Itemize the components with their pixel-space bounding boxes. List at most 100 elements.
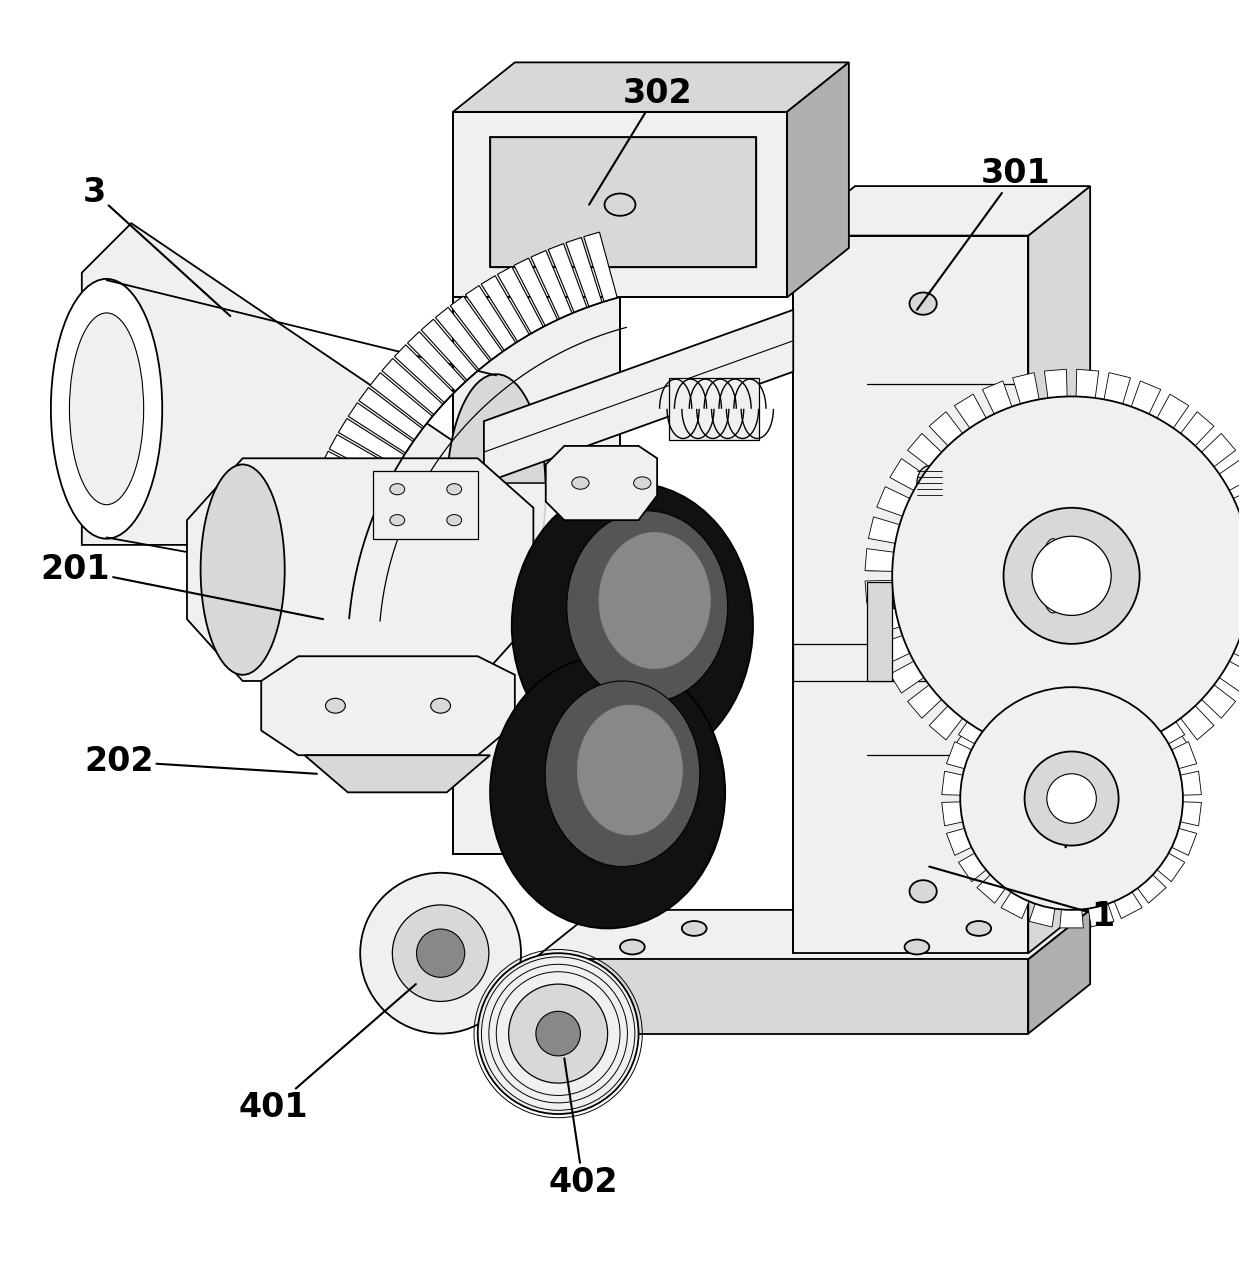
Polygon shape — [1013, 373, 1039, 404]
Polygon shape — [290, 539, 360, 570]
Ellipse shape — [446, 514, 461, 525]
Circle shape — [893, 397, 1240, 755]
Polygon shape — [1044, 369, 1068, 398]
Polygon shape — [1137, 693, 1166, 722]
Polygon shape — [533, 909, 1090, 960]
Polygon shape — [348, 403, 413, 453]
Polygon shape — [929, 706, 962, 740]
Polygon shape — [946, 829, 971, 855]
Polygon shape — [453, 112, 787, 298]
Polygon shape — [955, 394, 986, 428]
Polygon shape — [305, 755, 490, 792]
Polygon shape — [1044, 754, 1068, 782]
Ellipse shape — [512, 482, 753, 768]
Polygon shape — [941, 802, 962, 826]
Polygon shape — [286, 557, 356, 586]
Polygon shape — [1172, 829, 1197, 855]
Text: 202: 202 — [84, 745, 317, 778]
Polygon shape — [515, 258, 558, 326]
Polygon shape — [1104, 373, 1131, 404]
Polygon shape — [187, 458, 533, 681]
Polygon shape — [929, 412, 962, 446]
Polygon shape — [370, 373, 433, 427]
Polygon shape — [481, 275, 529, 342]
Polygon shape — [295, 522, 365, 554]
Polygon shape — [977, 693, 1006, 722]
Polygon shape — [1001, 892, 1029, 918]
Polygon shape — [866, 580, 894, 602]
Polygon shape — [1234, 635, 1240, 666]
Polygon shape — [1029, 671, 1055, 693]
Polygon shape — [1029, 904, 1055, 927]
Ellipse shape — [51, 279, 162, 539]
Text: 201: 201 — [41, 553, 324, 619]
Ellipse shape — [201, 465, 285, 674]
Polygon shape — [908, 433, 941, 467]
Ellipse shape — [578, 705, 682, 835]
Text: 3: 3 — [83, 176, 231, 316]
Polygon shape — [1076, 754, 1099, 782]
Polygon shape — [435, 307, 490, 370]
Ellipse shape — [546, 681, 699, 866]
Ellipse shape — [326, 698, 345, 714]
Polygon shape — [887, 601, 904, 619]
Text: 401: 401 — [239, 984, 415, 1124]
Polygon shape — [565, 237, 601, 307]
Polygon shape — [497, 266, 543, 333]
Polygon shape — [450, 296, 502, 360]
Circle shape — [536, 1012, 580, 1056]
Ellipse shape — [446, 374, 546, 609]
Polygon shape — [1028, 186, 1090, 954]
Polygon shape — [372, 471, 477, 539]
Polygon shape — [1180, 706, 1214, 740]
Ellipse shape — [490, 657, 725, 928]
Polygon shape — [982, 381, 1012, 414]
Polygon shape — [1180, 412, 1214, 446]
Text: 1: 1 — [929, 866, 1114, 932]
Ellipse shape — [572, 477, 589, 489]
Ellipse shape — [446, 484, 461, 495]
Polygon shape — [408, 332, 465, 392]
Polygon shape — [877, 635, 910, 666]
Polygon shape — [977, 875, 1006, 903]
Polygon shape — [1180, 772, 1202, 796]
Polygon shape — [306, 485, 376, 524]
Ellipse shape — [605, 193, 635, 216]
Ellipse shape — [909, 293, 936, 314]
Polygon shape — [533, 960, 1028, 1033]
Polygon shape — [1234, 486, 1240, 517]
Text: 302: 302 — [589, 77, 692, 205]
Polygon shape — [866, 548, 894, 571]
Polygon shape — [868, 582, 893, 681]
Polygon shape — [1089, 904, 1114, 927]
Circle shape — [1032, 537, 1111, 615]
Polygon shape — [890, 662, 924, 693]
Polygon shape — [321, 451, 388, 495]
Polygon shape — [670, 378, 759, 440]
Ellipse shape — [69, 313, 144, 505]
Polygon shape — [1060, 669, 1084, 687]
Polygon shape — [1137, 875, 1166, 903]
Polygon shape — [1040, 533, 1065, 619]
Polygon shape — [877, 486, 910, 517]
Ellipse shape — [682, 921, 707, 936]
Ellipse shape — [430, 698, 450, 714]
Polygon shape — [794, 236, 1028, 954]
Polygon shape — [890, 458, 924, 490]
Ellipse shape — [389, 484, 404, 495]
Circle shape — [1047, 774, 1096, 823]
Circle shape — [392, 904, 489, 1002]
Polygon shape — [281, 595, 351, 618]
Ellipse shape — [389, 514, 404, 525]
Polygon shape — [314, 469, 382, 509]
Polygon shape — [941, 772, 962, 796]
Polygon shape — [422, 320, 477, 380]
Polygon shape — [1076, 369, 1099, 398]
Polygon shape — [490, 136, 756, 266]
Ellipse shape — [966, 921, 991, 936]
Polygon shape — [1172, 741, 1197, 769]
Ellipse shape — [620, 940, 645, 955]
Polygon shape — [1202, 433, 1235, 467]
Polygon shape — [453, 62, 849, 112]
Polygon shape — [946, 741, 971, 769]
